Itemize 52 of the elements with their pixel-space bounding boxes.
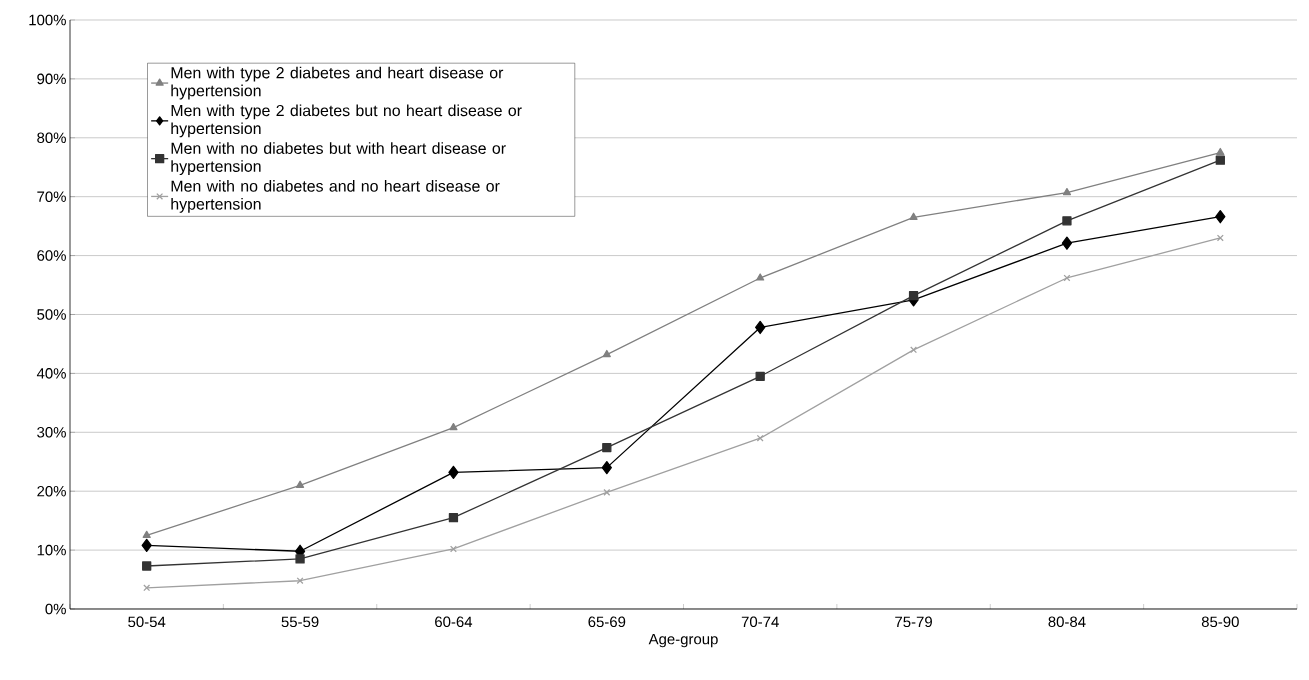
y-tick-label: 40% (36, 368, 66, 379)
legend-label: Men with no diabetes and no heart disease or hypertension (171, 180, 500, 213)
x-tick-label: 60-64 (435, 616, 473, 628)
y-tick-label: 0% (45, 603, 66, 615)
y-tick-label: 100% (29, 14, 66, 26)
point (448, 465, 459, 479)
legend-label: Men with type 2 diabetes but no heart disease or hypertension (171, 104, 522, 138)
point (1061, 236, 1073, 250)
x-tick-label: 55-59 (281, 616, 319, 628)
y-tick-label: 10% (37, 544, 66, 556)
point (295, 480, 305, 488)
y-tick-label: 60% (37, 250, 66, 261)
y-tick-label: 90% (37, 73, 66, 85)
point (1215, 155, 1225, 165)
point (601, 460, 612, 475)
point (449, 545, 457, 553)
x-tick-label: 75-79 (895, 616, 932, 628)
point (909, 212, 918, 220)
x-tick-label: 65-69 (588, 616, 626, 628)
point (755, 320, 766, 335)
x-tick-label: 70-74 (741, 616, 779, 628)
y-tick-label: 30% (37, 427, 66, 438)
x-tick-label: 80-84 (1048, 616, 1086, 628)
point (1216, 147, 1225, 156)
y-tick-label: 20% (37, 485, 66, 497)
point (908, 290, 919, 301)
point (1062, 187, 1072, 196)
point (1062, 216, 1072, 226)
point (142, 561, 152, 571)
point (141, 538, 152, 553)
point (603, 488, 611, 496)
point (755, 371, 765, 381)
point (602, 442, 612, 453)
point (1215, 210, 1226, 224)
point (448, 513, 459, 523)
point (449, 422, 458, 431)
x-axis-title: Age-group (648, 633, 718, 648)
y-tick-label: 80% (37, 132, 66, 144)
point (296, 577, 304, 585)
y-tick-label: 70% (37, 191, 66, 202)
point (295, 554, 305, 564)
point (142, 530, 151, 539)
legend-label: Men with no diabetes but with heart disease or hypertension (171, 142, 506, 176)
legend-label: Men with type 2 diabetes and heart disease or hypertension (171, 66, 504, 100)
y-tick-label: 50% (37, 309, 66, 320)
point (602, 349, 611, 358)
point (1216, 234, 1224, 242)
x-tick-label: 50-54 (128, 616, 166, 628)
x-tick-label: 85-90 (1201, 616, 1239, 628)
point (756, 273, 765, 281)
point (910, 346, 918, 354)
point (143, 584, 151, 592)
